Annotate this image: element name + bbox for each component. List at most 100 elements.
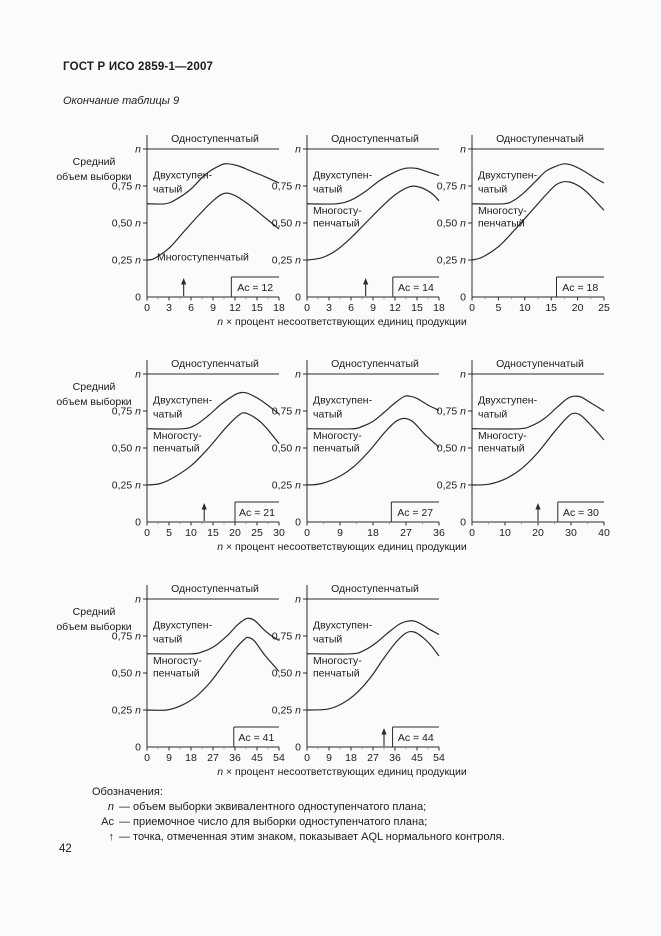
- svg-text:n: n: [295, 594, 301, 606]
- curve-double-stage: [146, 163, 280, 205]
- axes: 0,25 n 0,50 n 0,75 n n 00 3 6 9 12 15 18: [112, 135, 285, 314]
- legend-item-arrow: ↑ — точка, отмеченная этим знаком, показ…: [92, 830, 505, 845]
- legend-item-ac: Ac — приемочное число для выборки одност…: [92, 815, 505, 830]
- curve-multi-stage: [306, 185, 440, 261]
- sampling-chart-1: 0,25 n 0,50 n 0,75 n n 0 0 3 6 9 12 15 18 Одноступен…: [103, 103, 295, 319]
- svg-text:0,50 n: 0,50 n: [112, 218, 141, 230]
- svg-text:0,25 n: 0,25 n: [272, 480, 301, 492]
- svg-text:пенчатый: пенчатый: [313, 668, 360, 680]
- svg-text:12: 12: [389, 302, 401, 314]
- svg-text:0,50 n: 0,50 n: [437, 443, 466, 455]
- svg-text:Двухступен-: Двухступен-: [313, 620, 373, 632]
- svg-text:Ac = 12: Ac = 12: [237, 282, 273, 294]
- svg-text:Многосту-: Многосту-: [153, 430, 202, 442]
- svg-text:18: 18: [185, 752, 197, 764]
- svg-text:чатый: чатый: [478, 409, 507, 421]
- legend-symbol-ac: Ac: [101, 816, 114, 828]
- aql-arrow-icon: [381, 728, 387, 746]
- svg-text:15: 15: [545, 302, 557, 314]
- svg-text:0,50 n: 0,50 n: [272, 218, 301, 230]
- svg-text:15: 15: [251, 302, 263, 314]
- svg-text:Двухступен-: Двухступен-: [153, 395, 213, 407]
- svg-text:9: 9: [326, 752, 332, 764]
- svg-text:Двухступен-: Двухступен-: [153, 170, 213, 182]
- svg-text:0: 0: [304, 527, 310, 539]
- x-caption-text: × процент несоответствующих единиц проду…: [225, 766, 467, 778]
- svg-text:10: 10: [519, 302, 531, 314]
- svg-text:0,75 n: 0,75 n: [112, 631, 141, 643]
- svg-text:Одноступенчатый: Одноступенчатый: [171, 358, 259, 370]
- svg-text:15: 15: [207, 527, 219, 539]
- sampling-chart-2: 0,25 n 0,50 n 0,75 n n 0 0 3 6 9 12 15 18 Одноступен…: [263, 103, 455, 319]
- svg-text:Двухступен-: Двухступен-: [478, 395, 538, 407]
- svg-text:чатый: чатый: [153, 634, 182, 646]
- svg-text:18: 18: [273, 302, 285, 314]
- ac-box: Ac = 30: [557, 501, 604, 522]
- document-header: ГОСТ Р ИСО 2859-1—2007: [63, 61, 214, 73]
- x-axis-caption: n × процент несоответствующих единиц про…: [63, 316, 621, 328]
- y-axis-title: Средний объем выборки: [56, 606, 132, 633]
- svg-text:Одноступенчатый: Одноступенчатый: [331, 358, 419, 370]
- y-axis-title: Средний объем выборки: [56, 156, 132, 183]
- svg-text:5: 5: [495, 302, 501, 314]
- svg-text:чатый: чатый: [153, 184, 182, 196]
- svg-text:Ac = 21: Ac = 21: [239, 507, 275, 519]
- axes: 0,25 n 0,50 n 0,75 n n 00 5 10 15 20 25 30: [112, 360, 285, 539]
- aql-arrow-icon: [535, 503, 541, 521]
- svg-text:0,25 n: 0,25 n: [272, 705, 301, 717]
- svg-text:Ac = 27: Ac = 27: [397, 507, 433, 519]
- svg-text:0: 0: [144, 752, 150, 764]
- svg-text:6: 6: [188, 302, 194, 314]
- svg-text:0,25 n: 0,25 n: [437, 480, 466, 492]
- svg-text:0: 0: [295, 742, 301, 754]
- axes: 0,25 n 0,50 n 0,75 n n 00 9 18 27 36: [272, 360, 445, 539]
- svg-text:10: 10: [185, 527, 197, 539]
- svg-text:0,75 n: 0,75 n: [272, 181, 301, 193]
- svg-text:пенчатый: пенчатый: [478, 443, 525, 455]
- svg-text:0,25 n: 0,25 n: [112, 255, 141, 267]
- svg-text:Двухступен-: Двухступен-: [153, 620, 213, 632]
- svg-text:0,75 n: 0,75 n: [272, 406, 301, 418]
- svg-text:9: 9: [166, 752, 172, 764]
- svg-text:9: 9: [337, 527, 343, 539]
- svg-text:Одноступенчатый: Одноступенчатый: [331, 583, 419, 595]
- curve-labels: Одноступенчатый Двухступен-чатый Многосту-…: [313, 583, 419, 680]
- legend-item-n: n — объем выборки эквивалентного односту…: [92, 800, 505, 815]
- svg-text:10: 10: [499, 527, 511, 539]
- ac-box: Ac = 27: [390, 501, 439, 522]
- svg-text:0,75 n: 0,75 n: [112, 181, 141, 193]
- svg-text:n: n: [295, 369, 301, 381]
- curve-labels: Одноступенчатый Двухступен-чатый Многосту-…: [153, 358, 259, 455]
- svg-text:27: 27: [400, 527, 412, 539]
- svg-text:Ac = 41: Ac = 41: [238, 732, 274, 744]
- svg-text:пенчатый: пенчатый: [153, 668, 200, 680]
- svg-text:9: 9: [210, 302, 216, 314]
- svg-text:25: 25: [598, 302, 610, 314]
- svg-text:Ac = 44: Ac = 44: [398, 732, 434, 744]
- svg-text:0,50 n: 0,50 n: [272, 668, 301, 680]
- svg-text:0,25 n: 0,25 n: [437, 255, 466, 267]
- svg-text:0: 0: [295, 292, 301, 304]
- curve-double-stage: [146, 617, 280, 655]
- svg-text:0,75 n: 0,75 n: [437, 181, 466, 193]
- svg-text:30: 30: [273, 527, 285, 539]
- axes: 0,25 n 0,50 n 0,75 n n 00 3 6 9 12 15 18: [272, 135, 445, 314]
- svg-text:Многосту-: Многосту-: [313, 655, 362, 667]
- svg-text:0: 0: [304, 752, 310, 764]
- svg-text:0: 0: [135, 742, 141, 754]
- aql-arrow-icon: [363, 278, 369, 296]
- axes: 0,25 n 0,50 n 0,75 n n 00 10 20 30 40: [437, 360, 610, 539]
- svg-text:Одноступенчатый: Одноступенчатый: [331, 133, 419, 145]
- svg-text:0: 0: [304, 302, 310, 314]
- curve-double-stage: [306, 167, 440, 205]
- sampling-chart-3: 0,25 n 0,50 n 0,75 n n 0 0 5 10 15 20 25 Одноступен…: [428, 103, 620, 319]
- curve-double-stage: [471, 163, 605, 205]
- y-axis-title: Средний объем выборки: [56, 381, 132, 408]
- sampling-curves-svg: 0,25 n 0,50 n 0,75 n n 00 3 6 9 12 15 18 Одноступен…: [272, 133, 445, 314]
- legend-text: — точка, отмеченная этим знаком, показыв…: [119, 831, 505, 843]
- svg-text:n: n: [460, 144, 466, 156]
- svg-text:0,25 n: 0,25 n: [112, 480, 141, 492]
- svg-text:20: 20: [572, 302, 584, 314]
- curve-multi-stage: [471, 412, 605, 486]
